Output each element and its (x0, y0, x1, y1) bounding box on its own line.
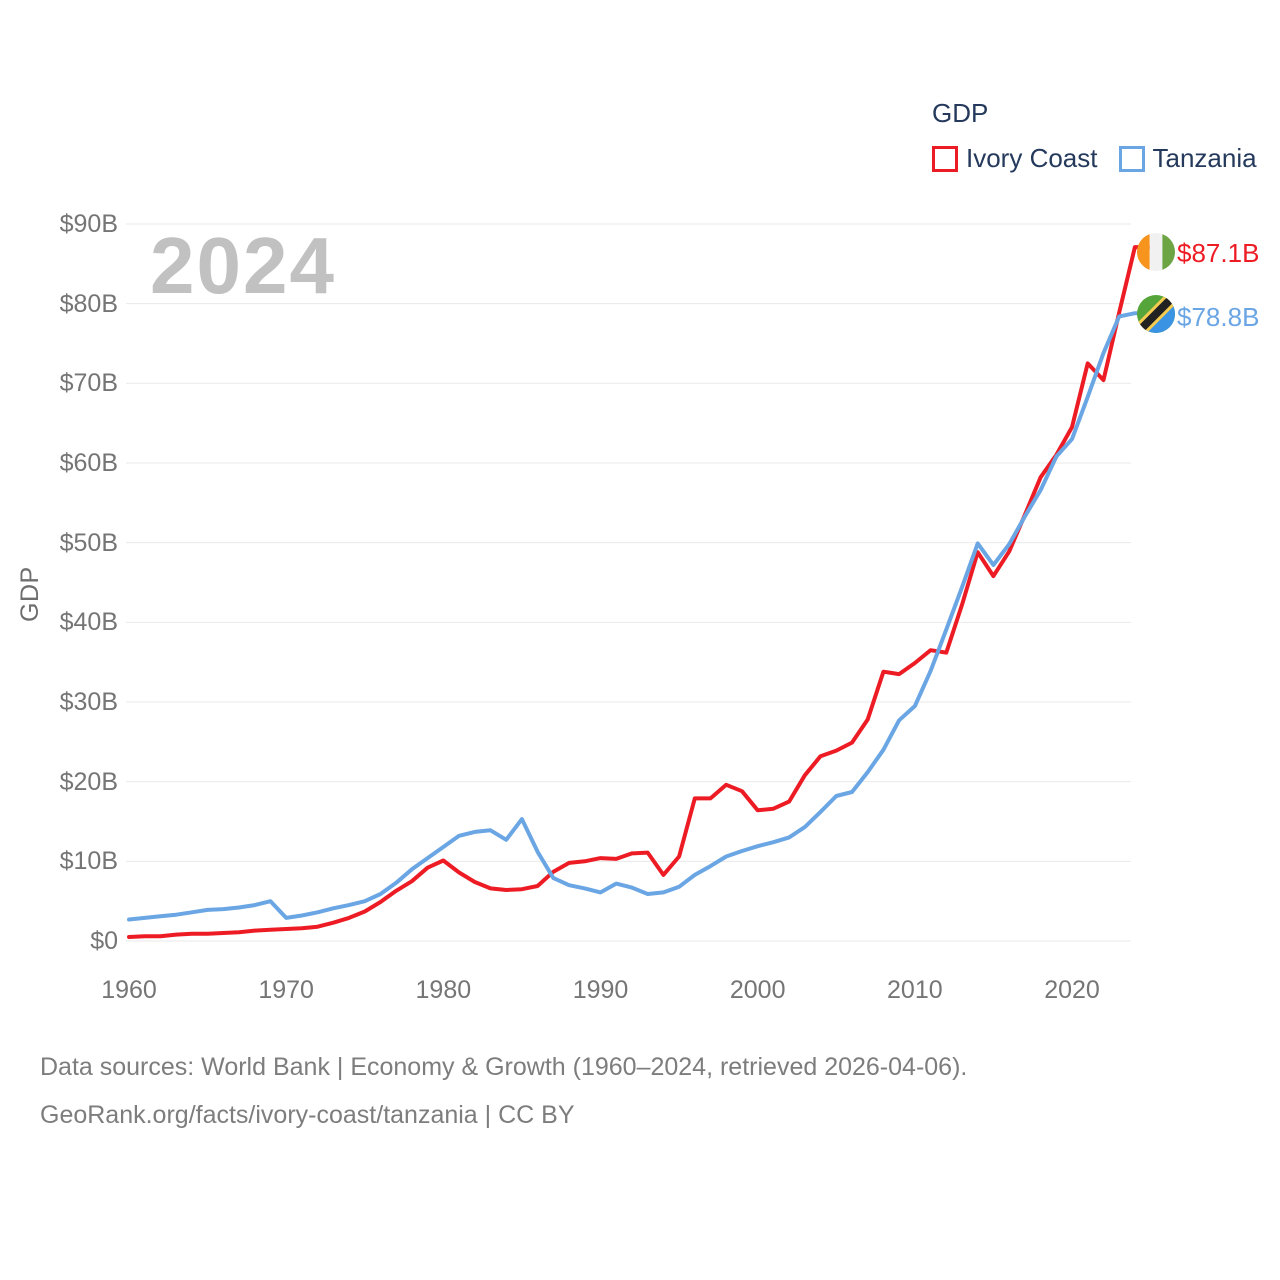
legend-item-ivory-coast[interactable]: Ivory Coast (932, 143, 1098, 174)
y-tick-$0: $0 (90, 927, 118, 955)
legend-label-ivory-coast: Ivory Coast (966, 143, 1098, 173)
y-tick-$10B: $10B (59, 847, 118, 876)
chart-legend: GDP Ivory Coast Tanzania (932, 98, 1257, 174)
y-tick-$50B: $50B (59, 528, 118, 557)
ivory-coast-flag-icon (1137, 233, 1175, 271)
x-tick-1960: 1960 (101, 976, 157, 1004)
series-lines (127, 245, 1158, 939)
tanzania-value-label: $78.8B (1177, 302, 1260, 332)
y-tick-$30B: $30B (59, 687, 118, 716)
x-tick-1970: 1970 (258, 976, 314, 1004)
source-line-2: GeoRank.org/facts/ivory-coast/tanzania |… (40, 1101, 575, 1129)
tanzania-swatch-icon (1118, 145, 1145, 172)
y-tick-$60B: $60B (59, 448, 118, 477)
ivory-coast-line (127, 245, 1158, 939)
source-line-1: Data sources: World Bank | Economy & Gro… (40, 1053, 968, 1081)
legend-title: GDP (932, 98, 989, 128)
x-tick-2000: 2000 (729, 976, 786, 1004)
legend-item-tanzania[interactable]: Tanzania (1118, 143, 1257, 174)
tanzania-line (127, 311, 1158, 922)
y-tick-$20B: $20B (59, 767, 118, 796)
gridlines (126, 223, 1131, 942)
x-tick-1980: 1980 (415, 976, 472, 1004)
ivory-coast-swatch-icon (932, 145, 958, 172)
x-tick-1990: 1990 (572, 976, 629, 1004)
legend-label-tanzania: Tanzania (1152, 143, 1257, 173)
year-watermark: 2024 (150, 221, 336, 310)
ivory-coast-value-label: $87.1B (1177, 238, 1260, 268)
y-tick-$90B: $90B (59, 209, 118, 238)
x-tick-2010: 2010 (887, 976, 943, 1004)
source-attribution: Data sources: World Bank | Economy & Gro… (40, 1043, 967, 1139)
x-tick-2020: 2020 (1044, 976, 1100, 1004)
y-tick-$80B: $80B (59, 289, 118, 318)
tanzania-flag-icon (1137, 295, 1175, 333)
legend-row: Ivory Coast Tanzania (932, 143, 1257, 174)
y-tick-$40B: $40B (59, 608, 118, 637)
y-tick-$70B: $70B (59, 369, 118, 398)
